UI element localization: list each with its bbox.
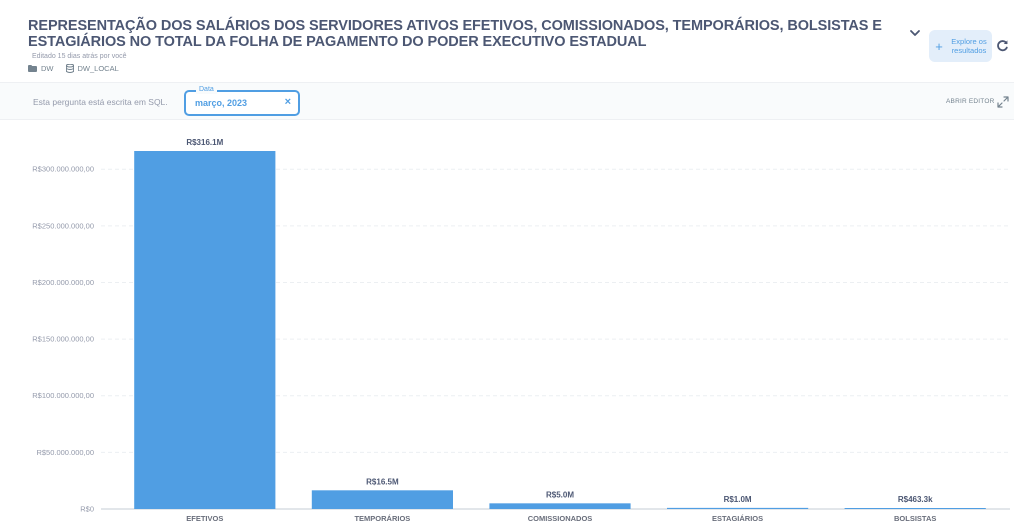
data-label: R$1.0M <box>724 495 752 504</box>
data-label: R$316.1M <box>186 138 223 147</box>
refresh-icon[interactable] <box>996 39 1009 52</box>
data-label: R$463.3k <box>898 495 933 504</box>
y-tick-label: R$100.000.000,00 <box>32 391 94 400</box>
x-tick-label: ESTAGIÁRIOS <box>712 514 763 523</box>
x-tick-label: EFETIVOS <box>186 514 223 523</box>
bar <box>489 503 631 509</box>
explore-results-button[interactable]: + Explore os resultados <box>929 30 992 62</box>
open-editor-button[interactable]: ABRIR EDITOR <box>946 98 995 105</box>
database-label: DW_LOCAL <box>77 64 119 73</box>
bar <box>134 151 276 509</box>
bar <box>844 508 986 509</box>
y-tick-label: R$0 <box>80 505 94 514</box>
bar <box>667 507 809 509</box>
bar-chart: R$0 R$50.000.000,00 R$100.000.000,00 R$150.… <box>0 120 1014 529</box>
data-label: R$16.5M <box>366 477 399 486</box>
y-tick-label: R$50.000.000,00 <box>36 448 94 457</box>
y-tick-label: R$150.000.000,00 <box>32 335 94 344</box>
x-tick-label: BOLSISTAS <box>894 514 936 523</box>
clear-filter-icon[interactable]: × <box>284 96 291 108</box>
date-filter-widget[interactable]: Data março, 2023 × <box>184 85 300 116</box>
collection-label: DW <box>41 64 54 73</box>
x-tick-label: COMISSIONADOS <box>528 514 593 523</box>
plus-icon: + <box>935 38 943 54</box>
folder-icon <box>28 65 37 72</box>
bar <box>311 490 453 509</box>
edited-info[interactable]: Editado 15 dias atrás por você <box>32 53 127 60</box>
sql-note: Esta pergunta está escrita em SQL. <box>33 97 168 107</box>
explore-results-label: Explore os resultados <box>951 37 987 55</box>
database-icon <box>65 64 74 73</box>
question-toolbar: Esta pergunta está escrita em SQL. Data … <box>0 82 1014 120</box>
page-title: REPRESENTAÇÃO DOS SALÁRIOS DOS SERVIDORE… <box>28 18 882 50</box>
x-tick-label: TEMPORÁRIOS <box>354 514 410 523</box>
database-link[interactable]: DW_LOCAL <box>65 64 119 73</box>
date-filter-value[interactable]: março, 2023 <box>195 98 248 108</box>
y-tick-label: R$300.000.000,00 <box>32 165 94 174</box>
y-tick-label: R$200.000.000,00 <box>32 278 94 287</box>
date-filter-label: Data <box>196 85 217 94</box>
chart-canvas: R$0 R$50.000.000,00 R$100.000.000,00 R$150.… <box>32 138 1010 523</box>
breadcrumb: DW DW_LOCAL <box>28 64 119 73</box>
y-tick-label: R$250.000.000,00 <box>32 221 94 230</box>
expand-icon[interactable] <box>997 96 1009 108</box>
question-header: REPRESENTAÇÃO DOS SALÁRIOS DOS SERVIDORE… <box>0 0 1014 82</box>
chevron-down-icon[interactable] <box>909 28 921 38</box>
collection-link[interactable]: DW <box>28 64 54 73</box>
data-label: R$5.0M <box>546 490 574 499</box>
